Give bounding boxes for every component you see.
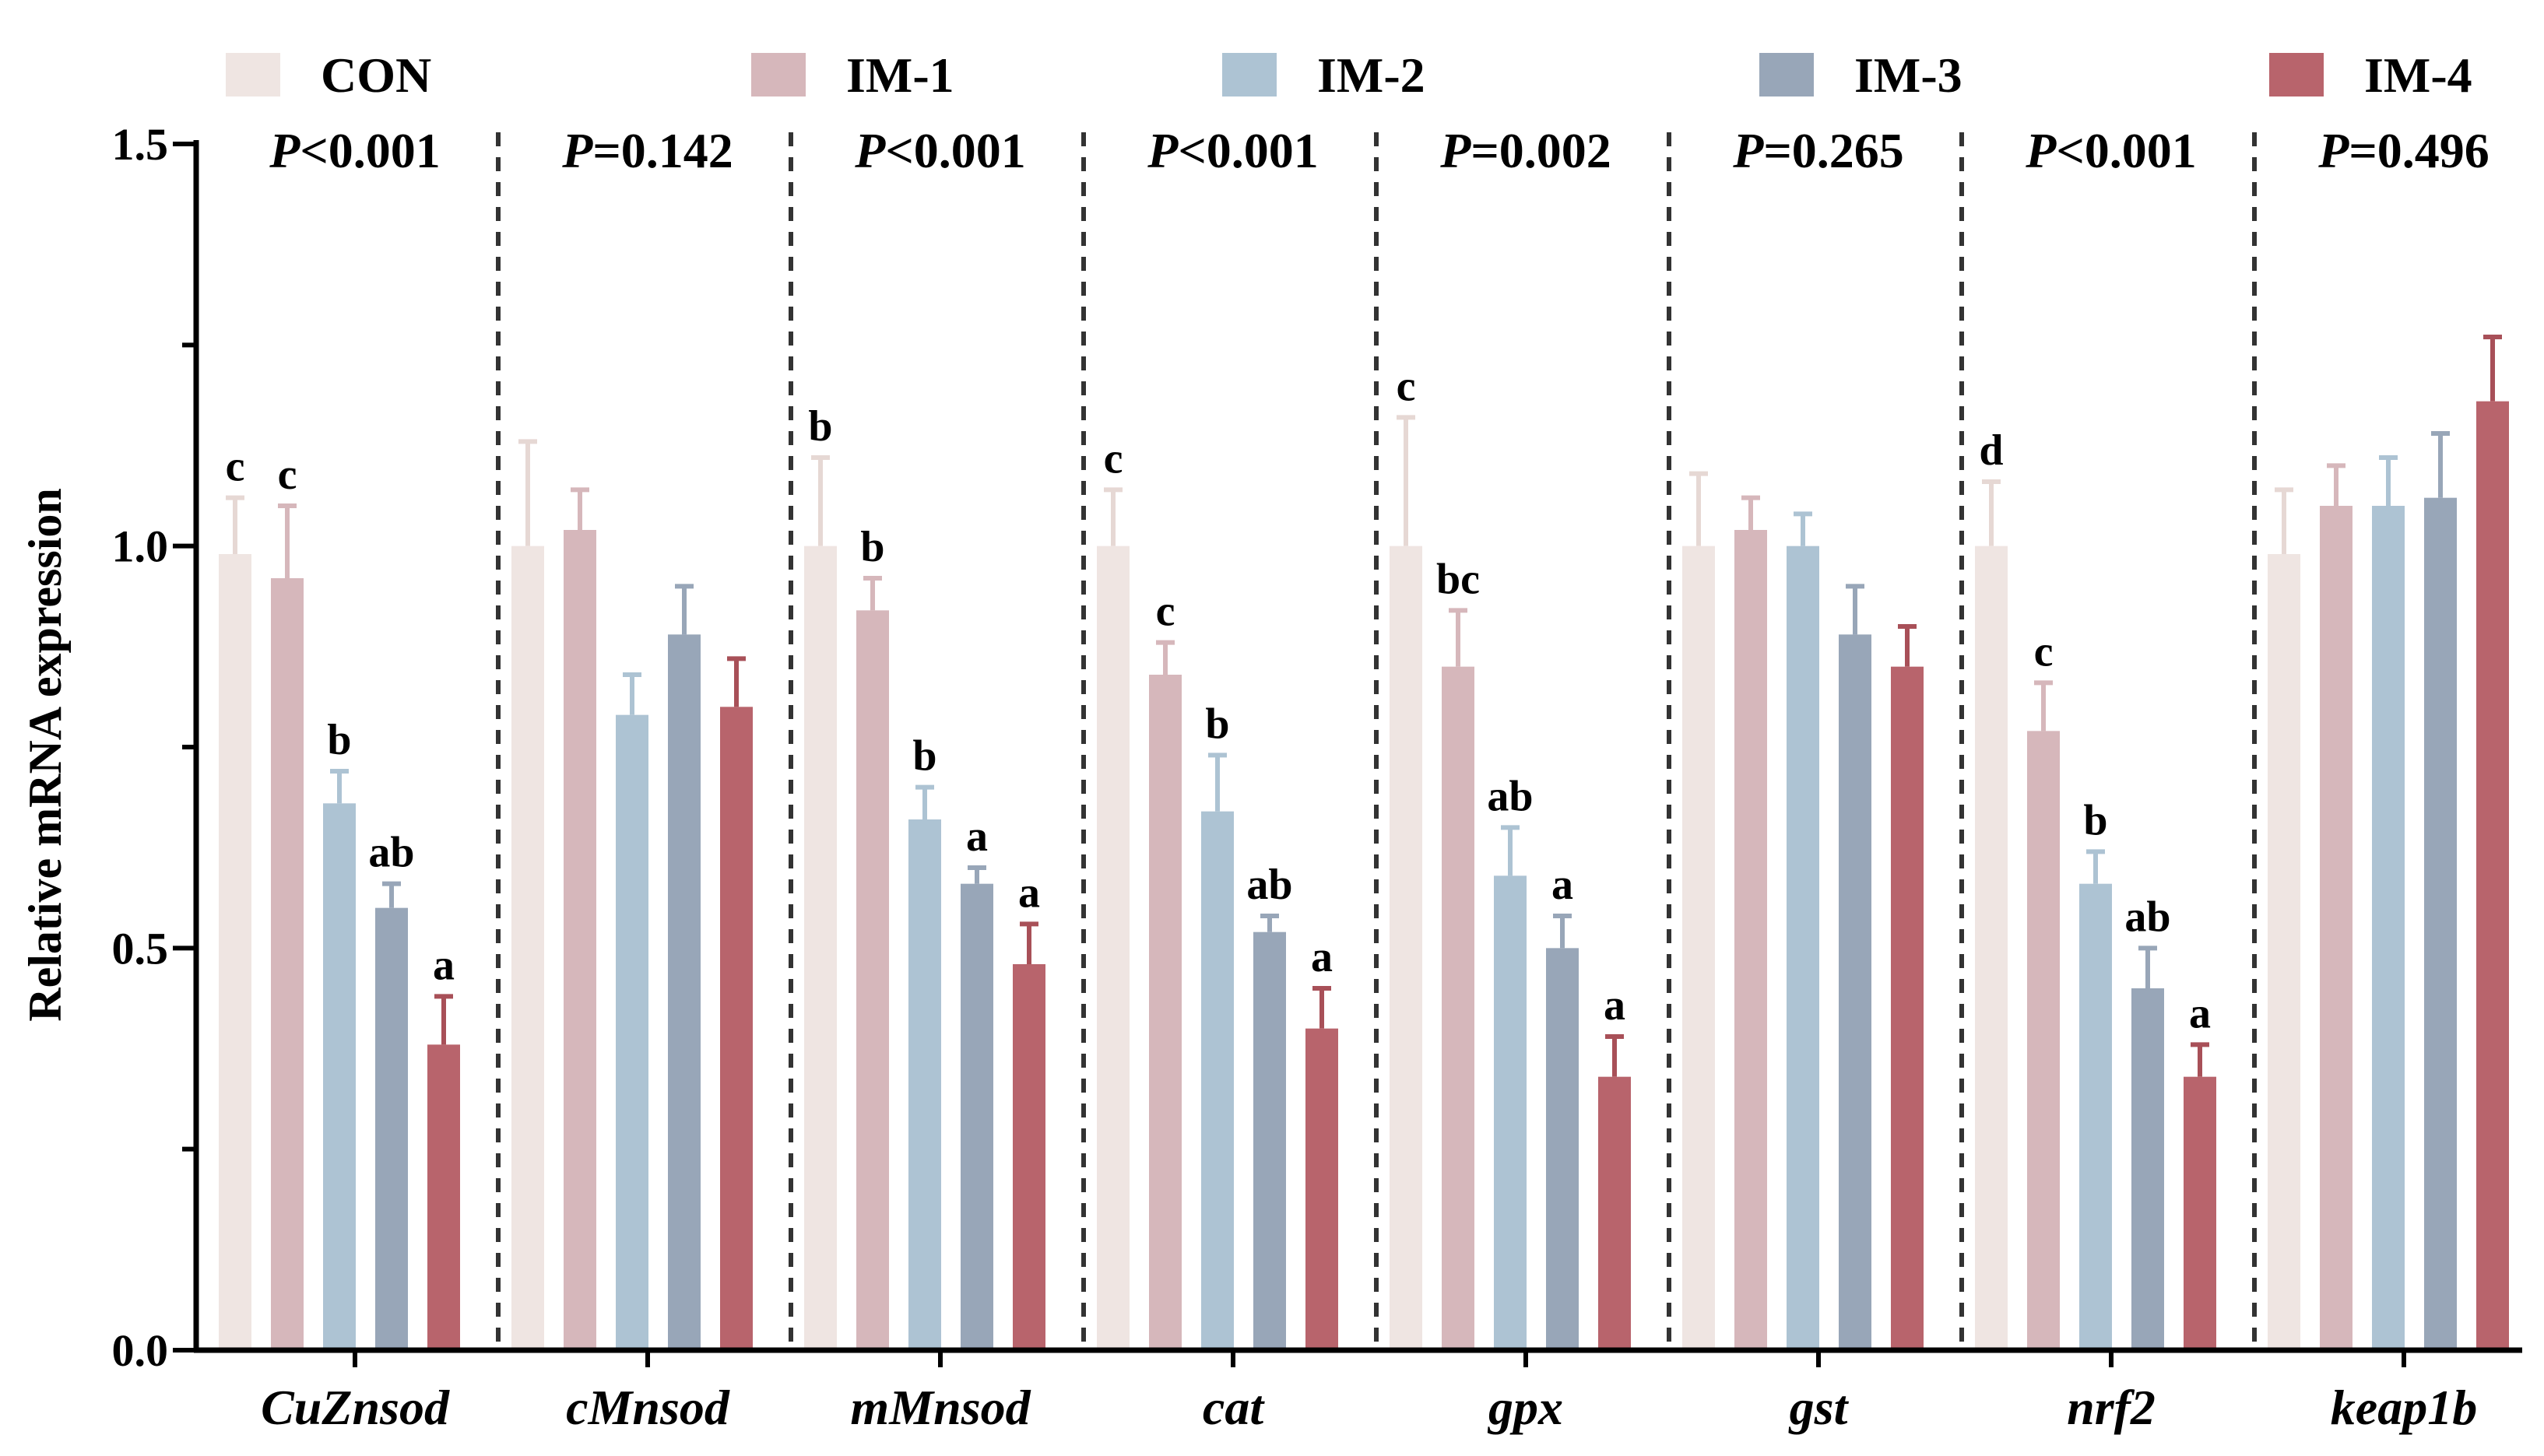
significance-letter: c (226, 443, 245, 491)
legend-label-im-1: IM-1 (846, 47, 954, 103)
significance-letter: a (2189, 989, 2211, 1037)
bar-nrf2-im-4 (2184, 1076, 2216, 1350)
bar-cmnsod-im-1 (564, 530, 596, 1350)
legend-swatch-con (226, 53, 280, 96)
bar-keap1b-im-1 (2320, 506, 2352, 1350)
p-value-label: P<0.001 (1147, 123, 1319, 178)
bar-gpx-im-2 (1494, 875, 1527, 1350)
significance-letter: c (1156, 588, 1175, 636)
p-value-label: P<0.001 (854, 123, 1026, 178)
significance-letter: ab (2124, 893, 2170, 941)
bar-cuznsod-im-3 (375, 907, 408, 1350)
significance-letter: bc (1436, 555, 1480, 603)
bar-mmnsod-im-1 (856, 610, 889, 1350)
x-tick-label: gst (1788, 1380, 1850, 1435)
significance-letter: ab (368, 829, 414, 877)
y-tick-label: 1.5 (112, 119, 169, 170)
y-tick-label: 0.5 (112, 923, 169, 974)
x-tick-label: cMnsod (566, 1380, 730, 1435)
significance-letter: a (433, 941, 455, 989)
significance-letter: a (1551, 861, 1573, 909)
y-tick-label: 0.0 (112, 1325, 169, 1376)
legend-swatch-im-2 (1222, 53, 1277, 96)
bar-nrf2-im-1 (2027, 731, 2060, 1350)
bar-cmnsod-im-3 (668, 634, 701, 1350)
bar-mmnsod-im-4 (1013, 964, 1045, 1350)
bar-mmnsod-im-2 (908, 819, 941, 1350)
x-tick-label: mMnsod (850, 1380, 1031, 1435)
x-tick-label: keap1b (2331, 1380, 2477, 1435)
significance-letter: ab (1487, 772, 1533, 820)
bar-cat-im-2 (1201, 811, 1234, 1350)
bar-cuznsod-im-4 (427, 1044, 460, 1350)
bar-nrf2-con (1975, 546, 2008, 1350)
significance-letter: c (2034, 627, 2054, 675)
p-value-label: P=0.142 (561, 123, 733, 178)
bar-gpx-im-3 (1546, 948, 1579, 1350)
bar-cmnsod-con (511, 546, 544, 1350)
bar-mmnsod-con (804, 546, 837, 1350)
significance-letter: a (966, 812, 988, 861)
significance-letter: b (327, 716, 351, 764)
x-tick-label: nrf2 (2067, 1380, 2156, 1435)
x-tick-label: cat (1203, 1380, 1265, 1435)
significance-letter: d (1979, 426, 2003, 475)
bar-keap1b-im-4 (2476, 401, 2509, 1350)
bar-cat-con (1097, 546, 1130, 1350)
y-tick-label: 1.0 (112, 521, 169, 572)
bar-cat-im-1 (1149, 675, 1182, 1350)
x-tick-label: gpx (1487, 1380, 1563, 1435)
significance-letter: a (1604, 981, 1625, 1030)
p-value-label: P=0.265 (1732, 123, 1904, 178)
bar-gpx-im-1 (1442, 666, 1474, 1350)
bar-gst-con (1682, 546, 1715, 1350)
bar-gst-im-2 (1787, 546, 1819, 1350)
bar-gst-im-4 (1891, 666, 1924, 1350)
bar-gpx-im-4 (1598, 1076, 1631, 1350)
bar-gst-im-3 (1839, 634, 1871, 1350)
bar-cmnsod-im-2 (616, 714, 648, 1350)
bar-cat-im-4 (1305, 1028, 1338, 1350)
legend-swatch-im-1 (751, 53, 806, 96)
bar-mmnsod-im-3 (961, 883, 993, 1350)
p-value-label: P<0.001 (2025, 123, 2197, 178)
bar-keap1b-con (2268, 554, 2300, 1350)
p-value-label: P=0.496 (2317, 123, 2490, 178)
bar-cuznsod-im-2 (323, 803, 356, 1350)
x-tick-label: CuZnsod (261, 1380, 450, 1435)
bar-gst-im-1 (1734, 530, 1767, 1350)
legend-label-con: CON (321, 47, 431, 103)
bar-keap1b-im-3 (2424, 497, 2457, 1350)
legend-label-im-2: IM-2 (1317, 47, 1425, 103)
significance-letter: b (2083, 796, 2107, 844)
bar-nrf2-im-2 (2079, 883, 2112, 1350)
significance-letter: b (912, 732, 936, 781)
legend-swatch-im-3 (1759, 53, 1814, 96)
significance-letter: b (808, 402, 832, 451)
bar-cat-im-3 (1253, 931, 1286, 1350)
significance-letter: a (1311, 933, 1333, 981)
p-value-label: P<0.001 (269, 123, 441, 178)
p-value-label: P=0.002 (1439, 123, 1611, 178)
significance-letter: c (1397, 362, 1416, 410)
significance-letter: ab (1246, 861, 1292, 909)
significance-letter: c (1104, 434, 1123, 482)
significance-letter: a (1018, 868, 1040, 917)
bar-gpx-con (1390, 546, 1422, 1350)
y-axis-label: Relative mRNA expression (19, 488, 71, 1022)
legend-swatch-im-4 (2269, 53, 2324, 96)
significance-letter: b (1205, 700, 1229, 748)
bar-cuznsod-im-1 (271, 578, 304, 1350)
legend-label-im-3: IM-3 (1854, 47, 1962, 103)
bar-nrf2-im-3 (2131, 988, 2164, 1350)
bar-cuznsod-con (219, 554, 251, 1350)
significance-letter: c (278, 451, 297, 499)
legend-label-im-4: IM-4 (2364, 47, 2472, 103)
bar-keap1b-im-2 (2372, 506, 2405, 1350)
bar-cmnsod-im-4 (720, 707, 753, 1350)
significance-letter: b (860, 523, 884, 571)
